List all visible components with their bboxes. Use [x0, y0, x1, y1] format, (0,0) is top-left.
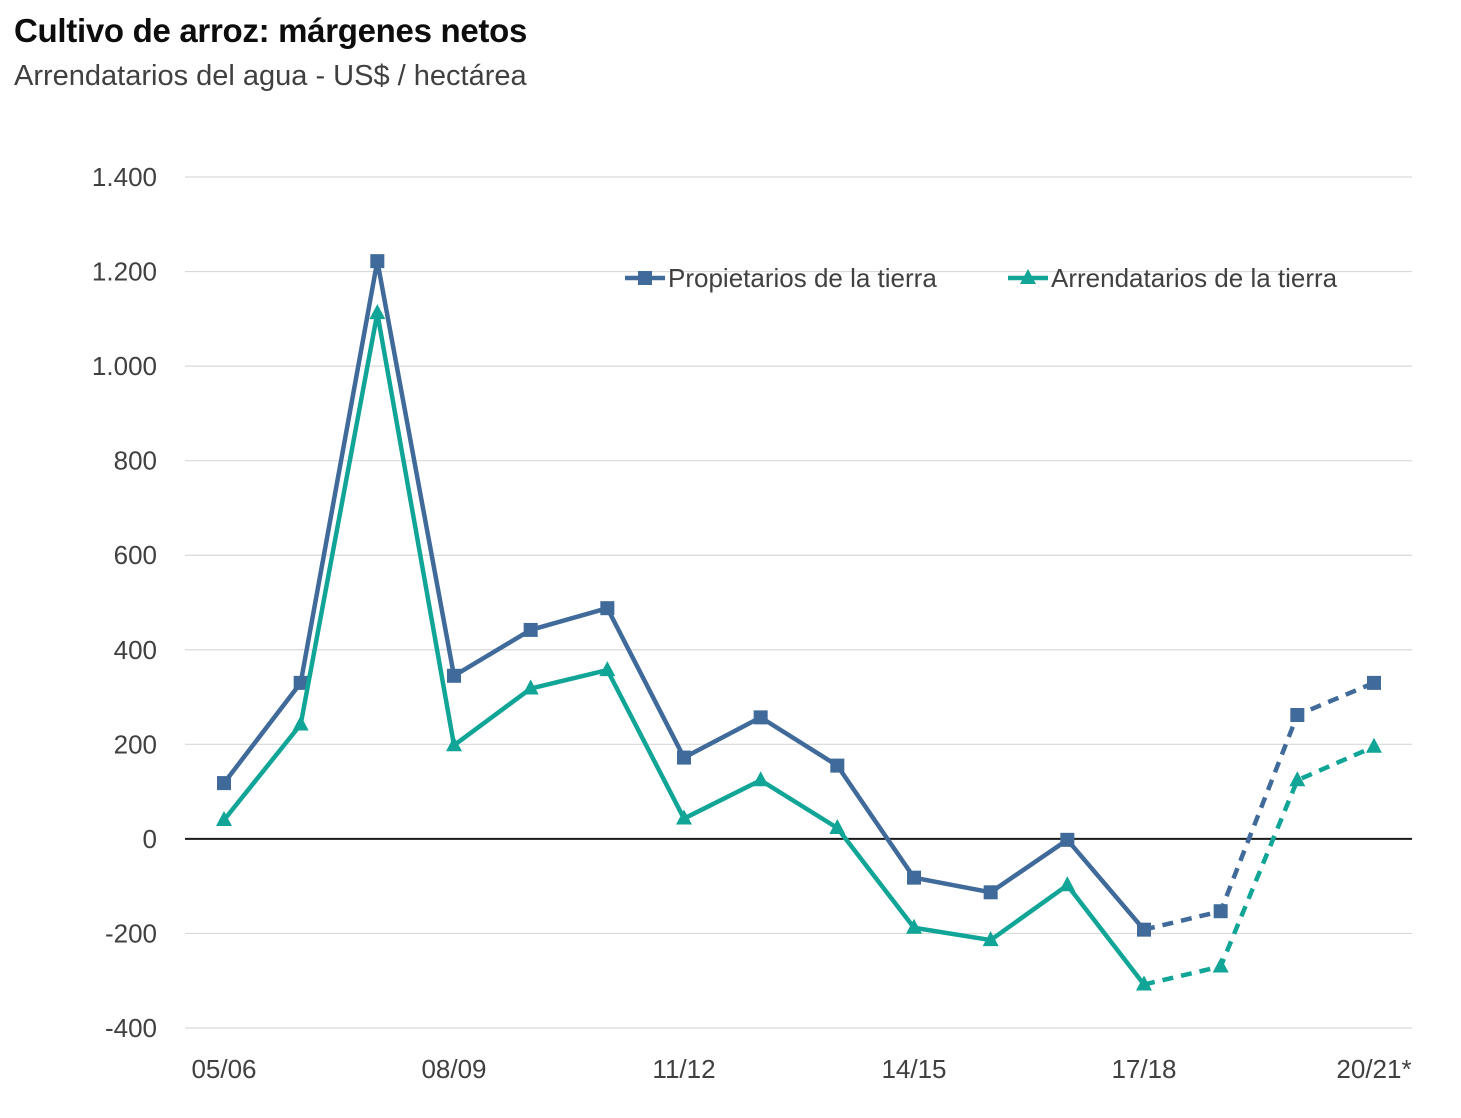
y-tick-label: 600	[114, 540, 157, 570]
y-tick-label: 800	[114, 446, 157, 476]
chart-title: Cultivo de arroz: márgenes netos	[14, 12, 528, 49]
data-point-square	[523, 622, 538, 637]
legend-label: Arrendatarios de la tierra	[1051, 263, 1338, 293]
series-line-solid	[221, 258, 1147, 932]
data-point-triangle	[292, 715, 309, 731]
data-point-triangle	[216, 810, 232, 826]
gridlines	[185, 176, 1412, 1029]
data-point-square	[447, 668, 461, 683]
x-tick-label: 20/21*	[1336, 1054, 1411, 1084]
chart-subtitle: Arrendatarios del agua - US$ / hectárea	[14, 60, 527, 92]
series-layer	[216, 254, 1382, 991]
legend-marker-square	[638, 271, 652, 285]
x-tick-label: 08/09	[421, 1054, 486, 1084]
y-tick-label: 1.400	[92, 162, 157, 192]
x-tick-label: 17/18	[1111, 1054, 1176, 1084]
x-axis-tick-labels: 05/06 08/09 11/12 14/15 17/18 20/21*	[191, 1054, 1411, 1084]
y-tick-label: 1.200	[92, 257, 157, 287]
data-point-square	[1137, 922, 1151, 937]
y-axis-tick-labels: -400 -200 0 200 400 600 800 1.000 1.200 1.400	[92, 162, 157, 1043]
y-tick-label: -200	[105, 918, 157, 948]
y-tick-label: 200	[114, 729, 157, 759]
data-point-triangle	[522, 679, 539, 695]
data-point-triangle	[369, 304, 386, 320]
y-tick-label: 1.000	[92, 351, 157, 381]
data-point-triangle	[1059, 876, 1076, 892]
y-tick-label: 400	[114, 635, 157, 665]
data-point-triangle	[1289, 771, 1306, 787]
data-point-triangle	[829, 819, 846, 835]
data-point-triangle	[599, 661, 616, 677]
data-point-square	[1213, 904, 1228, 919]
data-point-triangle	[1366, 737, 1382, 753]
data-point-square	[370, 254, 385, 269]
data-point-square	[830, 758, 845, 773]
data-point-square	[753, 710, 768, 725]
data-point-square	[1367, 675, 1381, 690]
series-propietarios	[217, 254, 1381, 937]
legend-item-propietarios: Propietarios de la tierra	[625, 263, 937, 293]
data-point-triangle	[676, 809, 692, 825]
x-tick-label: 14/15	[881, 1054, 946, 1084]
data-point-square	[1060, 832, 1075, 847]
data-point-square	[293, 675, 308, 690]
legend-marker-triangle	[1020, 269, 1036, 284]
series-line-dashed	[1143, 680, 1375, 932]
data-point-triangle	[982, 931, 999, 947]
data-point-triangle	[906, 918, 922, 934]
series-arrendatarios	[216, 304, 1382, 991]
data-point-triangle	[446, 736, 462, 752]
data-point-square	[907, 870, 921, 885]
data-point-triangle	[752, 771, 769, 787]
y-tick-label: 0	[143, 824, 157, 854]
data-point-square	[600, 601, 615, 616]
legend: Propietarios de la tierra Arrendatarios d…	[625, 263, 1338, 293]
data-point-triangle	[1136, 975, 1152, 991]
data-point-triangle	[1212, 957, 1229, 973]
legend-item-arrendatarios: Arrendatarios de la tierra	[1008, 263, 1338, 293]
y-tick-label: -400	[105, 1013, 157, 1043]
data-point-square	[677, 750, 691, 765]
data-point-square	[1290, 708, 1305, 723]
x-tick-label: 05/06	[191, 1054, 256, 1084]
data-point-square	[983, 885, 998, 900]
x-tick-label: 11/12	[652, 1054, 715, 1084]
data-point-square	[217, 776, 231, 791]
series-line-dashed	[1143, 744, 1375, 987]
legend-label: Propietarios de la tierra	[668, 263, 937, 293]
